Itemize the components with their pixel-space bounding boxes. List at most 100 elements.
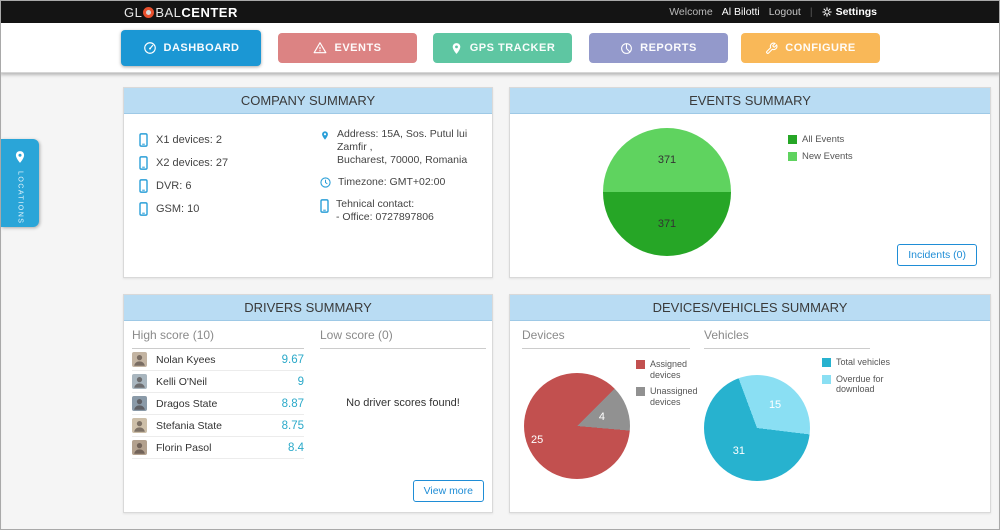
devices-vehicles-title: DEVICES/VEHICLES SUMMARY [510,295,990,321]
device-count-label: X1 devices: 2 [156,133,223,146]
warning-triangle-icon [314,42,327,54]
company-contact-info: Address: 15A, Sos. Putul lui Zamfir , Bu… [320,128,492,233]
top-bar-right: Welcome Al Bilotti Logout | Settings [669,1,877,23]
vehicles-legend: Total vehicles Overdue for download [822,357,898,401]
driver-score: 9 [297,375,304,388]
high-score-list: Nolan Kyees 9.67 Kelli O'Neil 9 Dragos S… [132,349,304,459]
logo-text-bal: BAL [155,4,182,20]
drivers-summary-card: DRIVERS SUMMARY High score (10) Nolan Ky… [123,294,493,513]
pie-chart-icon [621,42,633,54]
low-score-column: Low score (0) No driver scores found! [320,328,486,409]
avatar [132,374,147,389]
driver-name: Florin Pasol [156,441,212,454]
clock-icon [320,177,331,188]
nav-configure-label: CONFIGURE [785,42,856,54]
mobile-device-icon [320,199,329,213]
avatar [132,418,147,433]
legend-swatch [788,135,797,144]
high-score-column: High score (10) Nolan Kyees 9.67 Kelli O… [132,328,304,459]
contact-heading: Tehnical contact: [336,198,415,210]
nav-dashboard-label: DASHBOARD [163,42,240,54]
gear-icon [821,7,832,17]
devices-heading: Devices [522,328,690,349]
pie-slice-label: 371 [657,154,677,166]
device-count-row: X1 devices: 2 [139,128,228,151]
driver-name: Kelli O'Neil [156,375,208,388]
nav-events-label: EVENTS [334,42,382,54]
map-pin-icon [322,131,328,140]
logo-o-icon [143,6,155,18]
drivers-summary-title: DRIVERS SUMMARY [124,295,492,321]
company-summary-title: COMPANY SUMMARY [124,88,492,114]
location-pin-icon [15,151,25,163]
device-count-label: X2 devices: 27 [156,156,229,169]
devices-legend: Assigned devices Unassigned devices [636,359,712,413]
nav-gps-tracker-label: GPS TRACKER [469,42,556,54]
address-line-1: Address: 15A, Sos. Putul lui Zamfir , [337,128,468,153]
address-text: Address: 15A, Sos. Putul lui Zamfir , Bu… [337,128,492,167]
nav-events-button[interactable]: EVENTS [278,33,417,63]
legend-swatch [822,358,831,367]
topbar-separator: | [809,6,813,18]
events-pie-chart[interactable]: 371 371 [603,128,731,256]
legend-label: New Events [802,151,853,162]
incidents-button[interactable]: Incidents (0) [897,244,977,266]
wrench-icon [766,42,778,54]
avatar [132,352,147,367]
driver-name: Dragos State [156,397,218,410]
pie-slice-label: 371 [657,218,677,230]
mobile-device-icon [139,132,148,147]
welcome-label: Welcome [669,6,713,18]
pie-slice-label: 25 [530,434,544,447]
gauge-icon [143,42,156,54]
logo-text-center: CENTER [181,4,238,20]
legend-item-assigned-devices: Assigned devices [636,359,712,380]
vehicles-pie-chart[interactable]: 31 15 [704,375,810,481]
legend-swatch [636,387,645,396]
legend-swatch [822,374,831,384]
timezone-row: Timezone: GMT+02:00 [320,176,492,189]
no-scores-message: No driver scores found! [346,397,460,409]
legend-item-unassigned-devices: Unassigned devices [636,386,712,407]
technical-contact-row: Tehnical contact: - Office: 0727897806 [320,198,492,224]
nav-reports-label: REPORTS [640,42,697,54]
pie-slice-label: 4 [598,411,605,423]
main-nav: DASHBOARD EVENTS GPS TRACKER REPORTS CON… [1,23,999,73]
driver-score: 8.4 [288,441,304,454]
legend-label: Unassigned devices [650,386,698,407]
avatar [132,440,147,455]
contact-office: - Office: 0727897806 [336,211,434,223]
technical-contact-text: Tehnical contact: - Office: 0727897806 [336,198,434,224]
vehicles-heading: Vehicles [704,328,870,349]
legend-swatch [636,360,645,369]
nav-configure-button[interactable]: CONFIGURE [741,33,880,63]
nav-gps-tracker-button[interactable]: GPS TRACKER [433,33,572,63]
device-count-label: DVR: 6 [156,179,192,192]
device-count-row: DVR: 6 [139,174,228,197]
device-count-row: X2 devices: 27 [139,151,228,174]
legend-swatch [788,152,797,161]
events-summary-card: EVENTS SUMMARY 371 371 All Events New Eve… [509,87,991,278]
logout-link[interactable]: Logout [768,6,801,18]
locations-side-tab[interactable]: LOCATIONS [1,139,39,227]
driver-row: Florin Pasol 8.4 [132,437,304,459]
driver-name: Stefania State [156,419,222,432]
company-device-counts: X1 devices: 2 X2 devices: 27 DVR: 6 GSM:… [139,128,228,220]
timezone-label: Timezone: GMT+02:00 [338,176,446,188]
devices-vehicles-summary-card: DEVICES/VEHICLES SUMMARY Devices Vehicle… [509,294,991,513]
driver-score: 9.67 [281,353,304,366]
settings-button[interactable]: Settings [821,6,877,18]
low-score-heading: Low score (0) [320,328,486,349]
view-more-button[interactable]: View more [412,480,484,502]
nav-dashboard-button[interactable]: DASHBOARD [121,30,261,66]
nav-reports-button[interactable]: REPORTS [589,33,728,63]
legend-label: Total vehicles [836,357,891,367]
address-row: Address: 15A, Sos. Putul lui Zamfir , Bu… [320,128,492,167]
devices-pie-chart[interactable]: 25 4 [524,373,630,479]
legend-item-all-events: All Events [788,134,853,145]
driver-name: Nolan Kyees [156,353,216,366]
mobile-device-icon [139,178,148,193]
driver-row: Stefania State 8.75 [132,415,304,437]
address-line-2: Bucharest, 70000, Romania [337,154,468,166]
